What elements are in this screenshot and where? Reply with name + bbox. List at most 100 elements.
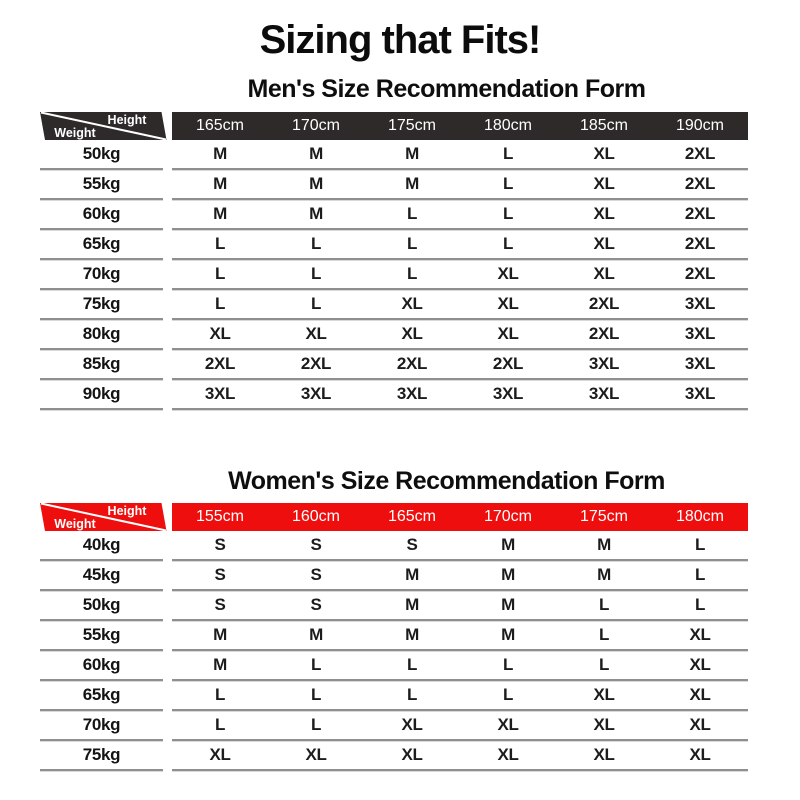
row-values: XL XL XL XL 2XL 3XL [172, 320, 748, 350]
size-cell: L [502, 655, 514, 674]
size-cell: 2XL [492, 354, 524, 373]
size-cell: XL [305, 324, 327, 343]
size-cell: XL [497, 715, 519, 734]
size-cell: XL [689, 715, 711, 734]
corner-height-label: Height [108, 504, 148, 518]
height-column-header: 155cm [195, 508, 245, 525]
size-cell: XL [689, 685, 711, 704]
table-row: 40kg S S S M M L [40, 531, 748, 561]
weight-cell: 90kg [40, 380, 163, 410]
mens-table-title: Men's Size Recommendation Form [247, 75, 646, 103]
size-cell: XL [401, 324, 423, 343]
size-cell: XL [593, 234, 615, 253]
height-column-header: 170cm [291, 117, 341, 134]
size-cell: 2XL [684, 264, 716, 283]
size-cell: XL [689, 625, 711, 644]
size-cell: L [406, 264, 418, 283]
size-cell: M [309, 625, 323, 644]
size-cell: M [501, 595, 515, 614]
weight-height-corner-cell: Height Weight [40, 502, 167, 532]
size-cell: M [213, 174, 227, 193]
size-cell: L [694, 595, 706, 614]
table-row: 75kg L L XL XL 2XL 3XL [40, 290, 748, 320]
size-cell: L [502, 204, 514, 223]
size-cell: M [501, 625, 515, 644]
size-cell: 2XL [588, 294, 620, 313]
size-cell: S [310, 595, 322, 614]
size-cell: S [214, 565, 226, 584]
mens-size-table: Men's Size Recommendation Form Height We… [40, 74, 748, 410]
table-row: 45kg S S M M M L [40, 561, 748, 591]
size-cell: XL [593, 745, 615, 764]
weight-cell: 40kg [40, 531, 163, 561]
table-row: 55kg M M M M L XL [40, 621, 748, 651]
table-row: 50kg S S M M L L [40, 591, 748, 621]
size-cell: M [309, 144, 323, 163]
corner-cell-graphic: Height Weight [40, 502, 167, 532]
size-cell: L [310, 264, 322, 283]
height-column-header: 185cm [579, 117, 629, 134]
size-cell: XL [593, 264, 615, 283]
row-values: XL XL XL XL XL XL [172, 741, 748, 771]
height-column-header: 190cm [675, 117, 725, 134]
size-cell: 2XL [396, 354, 428, 373]
womens-header-row: Height Weight 155cm 160cm 165cm 170cm 175cm 1… [40, 502, 748, 532]
size-cell: 2XL [684, 204, 716, 223]
size-cell: L [214, 685, 226, 704]
size-cell: XL [689, 655, 711, 674]
row-values: M M L L XL 2XL [172, 200, 748, 230]
table-row: 75kg XL XL XL XL XL XL [40, 741, 748, 771]
size-cell: XL [209, 745, 231, 764]
size-cell: L [502, 174, 514, 193]
height-column-header: 165cm [387, 508, 437, 525]
size-cell: M [597, 535, 611, 554]
weight-cell: 80kg [40, 320, 163, 350]
table-row: 50kg M M M L XL 2XL [40, 140, 748, 170]
row-values: L L XL XL 2XL 3XL [172, 290, 748, 320]
size-cell: L [598, 595, 610, 614]
size-cell: M [309, 174, 323, 193]
weight-cell: 55kg [40, 621, 163, 651]
weight-cell: 85kg [40, 350, 163, 380]
size-cell: XL [497, 264, 519, 283]
size-cell: L [502, 685, 514, 704]
weight-cell: 55kg [40, 170, 163, 200]
mens-header-row: Height Weight 165cm 170cm 175cm 180cm 185cm 1… [40, 111, 748, 141]
size-cell: M [405, 565, 419, 584]
size-cell: 3XL [492, 384, 524, 403]
weight-cell: 50kg [40, 140, 163, 170]
size-cell: 2XL [684, 144, 716, 163]
size-cell: 3XL [204, 384, 236, 403]
size-cell: XL [401, 294, 423, 313]
womens-size-table: Women's Size Recommendation Form Height … [40, 465, 748, 771]
corner-cell-graphic: Height Weight [40, 111, 167, 141]
size-cell: XL [593, 144, 615, 163]
weight-cell: 60kg [40, 200, 163, 230]
size-cell: L [214, 264, 226, 283]
weight-cell: 75kg [40, 290, 163, 320]
size-cell: 3XL [684, 294, 716, 313]
size-cell: XL [593, 174, 615, 193]
size-cell: 2XL [684, 174, 716, 193]
corner-diagonal-line [40, 502, 167, 532]
page-title: Sizing that Fits! [259, 18, 542, 62]
table-row: 60kg M L L L L XL [40, 651, 748, 681]
row-values: L L L L XL 2XL [172, 230, 748, 260]
size-cell: S [214, 535, 226, 554]
size-cell: L [406, 234, 418, 253]
row-values: M L L L L XL [172, 651, 748, 681]
corner-weight-label: Weight [54, 517, 96, 531]
size-cell: M [405, 625, 419, 644]
row-values: M M M L XL 2XL [172, 170, 748, 200]
size-cell: 2XL [684, 234, 716, 253]
size-cell: L [310, 685, 322, 704]
row-values: M M M M L XL [172, 621, 748, 651]
height-column-header: 160cm [291, 508, 341, 525]
size-cell: 3XL [396, 384, 428, 403]
size-cell: M [405, 144, 419, 163]
size-cell: 3XL [588, 354, 620, 373]
size-cell: XL [497, 294, 519, 313]
size-cell: XL [593, 685, 615, 704]
height-header-bar: 165cm 170cm 175cm 180cm 185cm 190cm [172, 112, 748, 140]
